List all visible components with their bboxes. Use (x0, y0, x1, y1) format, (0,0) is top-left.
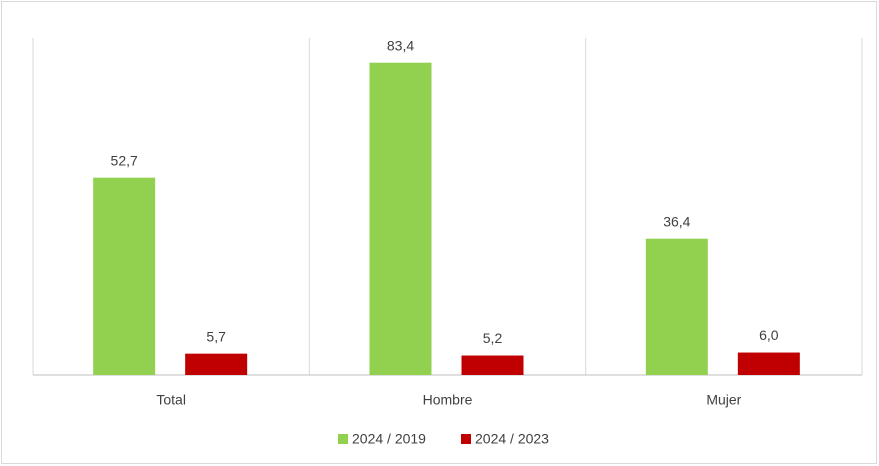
value-label: 52,7 (111, 152, 138, 168)
bar (737, 352, 800, 375)
x-tick-label: Mujer (706, 392, 741, 408)
bar (369, 62, 432, 376)
bar (645, 238, 708, 375)
value-label: 6,0 (759, 327, 779, 343)
value-label: 36,4 (663, 213, 690, 229)
legend-swatch (338, 434, 348, 444)
bar (93, 177, 156, 375)
value-label: 83,4 (387, 37, 414, 53)
legend-label: 2024 / 2019 (352, 431, 426, 447)
value-label: 5,7 (206, 328, 226, 344)
legend-label: 2024 / 2023 (475, 431, 549, 447)
legend-swatch (461, 434, 471, 444)
bar (461, 355, 524, 375)
bar (185, 353, 248, 375)
value-label: 5,2 (483, 330, 503, 346)
x-tick-label: Total (156, 392, 186, 408)
x-tick-label: Hombre (423, 392, 473, 408)
